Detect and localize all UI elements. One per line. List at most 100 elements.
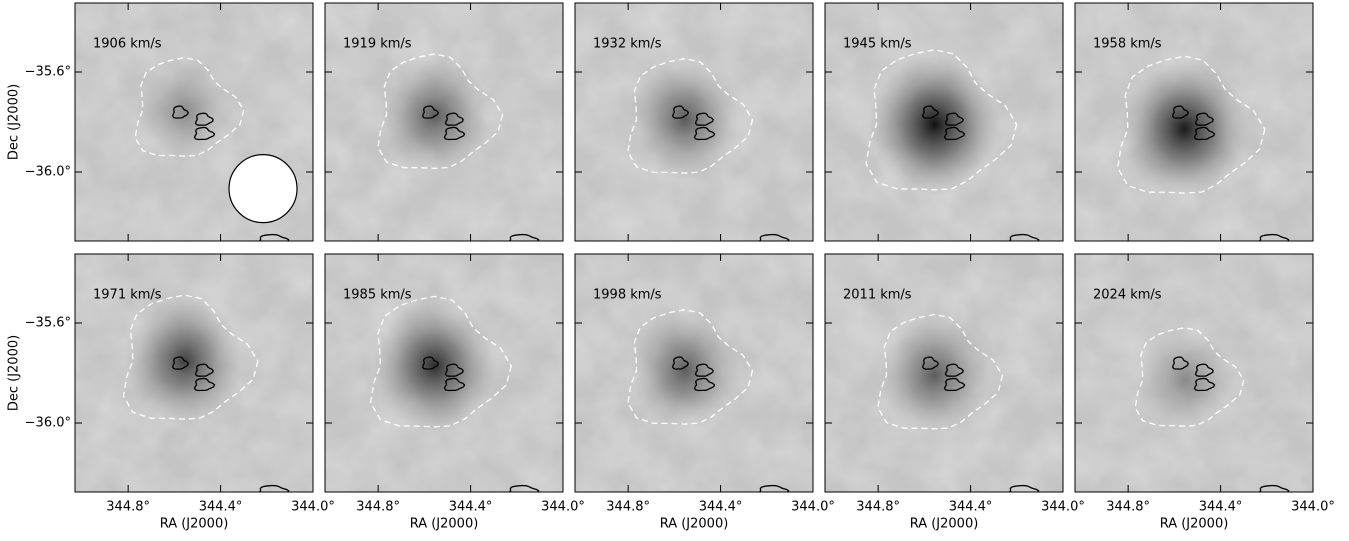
panel-image [325, 254, 563, 492]
x-tick-label: 344.0° [1291, 500, 1335, 515]
x-tick-label: 344.0° [541, 500, 585, 515]
black-contour [421, 105, 439, 119]
emission [629, 310, 740, 431]
panel-frame [324, 2, 564, 242]
panel: 1919 km/s [324, 2, 564, 242]
panel-label: 1998 km/s [593, 288, 662, 303]
panel-image [75, 254, 313, 492]
x-tick-label: 344.8° [856, 500, 900, 515]
black-contour [921, 105, 939, 119]
black-contour [1194, 363, 1214, 377]
panel-frame [824, 2, 1064, 242]
x-tick-label: 344.0° [1041, 500, 1085, 515]
black-contour [1008, 233, 1040, 241]
x-tick-label: 344.4° [949, 500, 993, 515]
black-contour [444, 112, 464, 126]
x-tick-label: 344.8° [356, 500, 400, 515]
emission [879, 315, 990, 436]
panel-image [825, 3, 1063, 241]
panel-frame [74, 2, 314, 242]
emission [373, 299, 496, 433]
x-tick-label: 344.4° [699, 500, 743, 515]
black-contour [693, 377, 716, 392]
x-axis-label: RA (J2000) [1160, 517, 1229, 532]
panel-image [75, 3, 313, 241]
black-contour [758, 233, 790, 241]
x-axis-label: RA (J2000) [660, 517, 729, 532]
black-contour [693, 126, 716, 141]
x-tick-label: 344.8° [606, 500, 650, 515]
black-contour [1171, 356, 1189, 370]
panel: 2011 km/s 344.8° 344.4° 344.0° RA (J2000) [824, 253, 1085, 532]
black-contour [193, 126, 216, 141]
black-contour [258, 233, 290, 241]
emission [629, 59, 740, 180]
panel-label: 1906 km/s [93, 37, 162, 52]
black-contour [421, 356, 439, 370]
panel-label: 2011 km/s [843, 288, 912, 303]
y-tick-label: −36.0° [25, 416, 71, 431]
y-tick-label: −35.6° [25, 316, 71, 331]
black-contour [943, 377, 966, 392]
panel-frame [74, 253, 314, 493]
panel-frame [824, 253, 1064, 493]
dashed-contour [1134, 327, 1245, 427]
panel-image [1075, 3, 1313, 241]
dashed-contour [369, 295, 512, 428]
x-tick-label: 344.4° [1199, 500, 1243, 515]
panel-label: 2024 km/s [1093, 288, 1162, 303]
emission [1135, 326, 1234, 434]
panel: 2024 km/s 344.8° 344.4° 344.0° RA (J2000) [1074, 253, 1335, 532]
dashed-contour [877, 313, 1004, 430]
black-contour [1193, 126, 1216, 141]
panel: 1906 km/s −35.6° −36.0°Dec (J2000) [7, 2, 314, 242]
x-tick-label: 344.8° [106, 500, 150, 515]
black-contour [508, 233, 540, 241]
panel-label: 1919 km/s [343, 37, 412, 52]
x-tick-label: 344.0° [291, 500, 335, 515]
panel: 1985 km/s 344.8° 344.4° 344.0° RA (J2000) [324, 253, 585, 532]
x-axis-label: RA (J2000) [160, 517, 229, 532]
black-contour [258, 484, 290, 492]
black-contour [1194, 112, 1214, 126]
x-tick-label: 344.4° [449, 500, 493, 515]
black-contour [1008, 484, 1040, 492]
dashed-contour [134, 57, 245, 157]
panel-image [1075, 254, 1313, 492]
black-contour [444, 363, 464, 377]
panel: 1945 km/s [824, 2, 1064, 242]
panel: 1958 km/s [1074, 2, 1314, 242]
y-axis-label: Dec (J2000) [7, 84, 22, 160]
panel-frame [574, 2, 814, 242]
x-axis-label: RA (J2000) [910, 517, 979, 532]
dashed-contour [377, 53, 504, 170]
x-tick-label: 344.4° [199, 500, 243, 515]
panel-label: 1985 km/s [343, 288, 412, 303]
x-tick-label: 344.0° [791, 500, 835, 515]
panel-image [575, 254, 813, 492]
y-axis-label: Dec (J2000) [7, 335, 22, 411]
y-tick-label: −35.6° [25, 65, 71, 80]
black-contour [443, 126, 466, 141]
black-contour [671, 105, 689, 119]
panel-label: 1971 km/s [93, 288, 162, 303]
panel: 1998 km/s 344.8° 344.4° 344.0° RA (J2000) [574, 253, 835, 532]
beam [228, 154, 298, 224]
panel: 1932 km/s [574, 2, 814, 242]
black-contour [944, 363, 964, 377]
dashed-contour [865, 49, 1018, 191]
black-contour [193, 377, 216, 392]
panel-label: 1958 km/s [1093, 37, 1162, 52]
black-contour [508, 484, 540, 492]
dashed-contour [627, 58, 754, 174]
panel-label: 1932 km/s [593, 37, 662, 52]
emission [1120, 60, 1249, 198]
y-tick-label: −36.0° [25, 165, 71, 180]
black-contour [1258, 233, 1290, 241]
black-contour [443, 377, 466, 392]
black-contour [171, 105, 189, 119]
black-contour [694, 363, 714, 377]
panel-image [325, 3, 563, 241]
panel-frame [574, 253, 814, 493]
